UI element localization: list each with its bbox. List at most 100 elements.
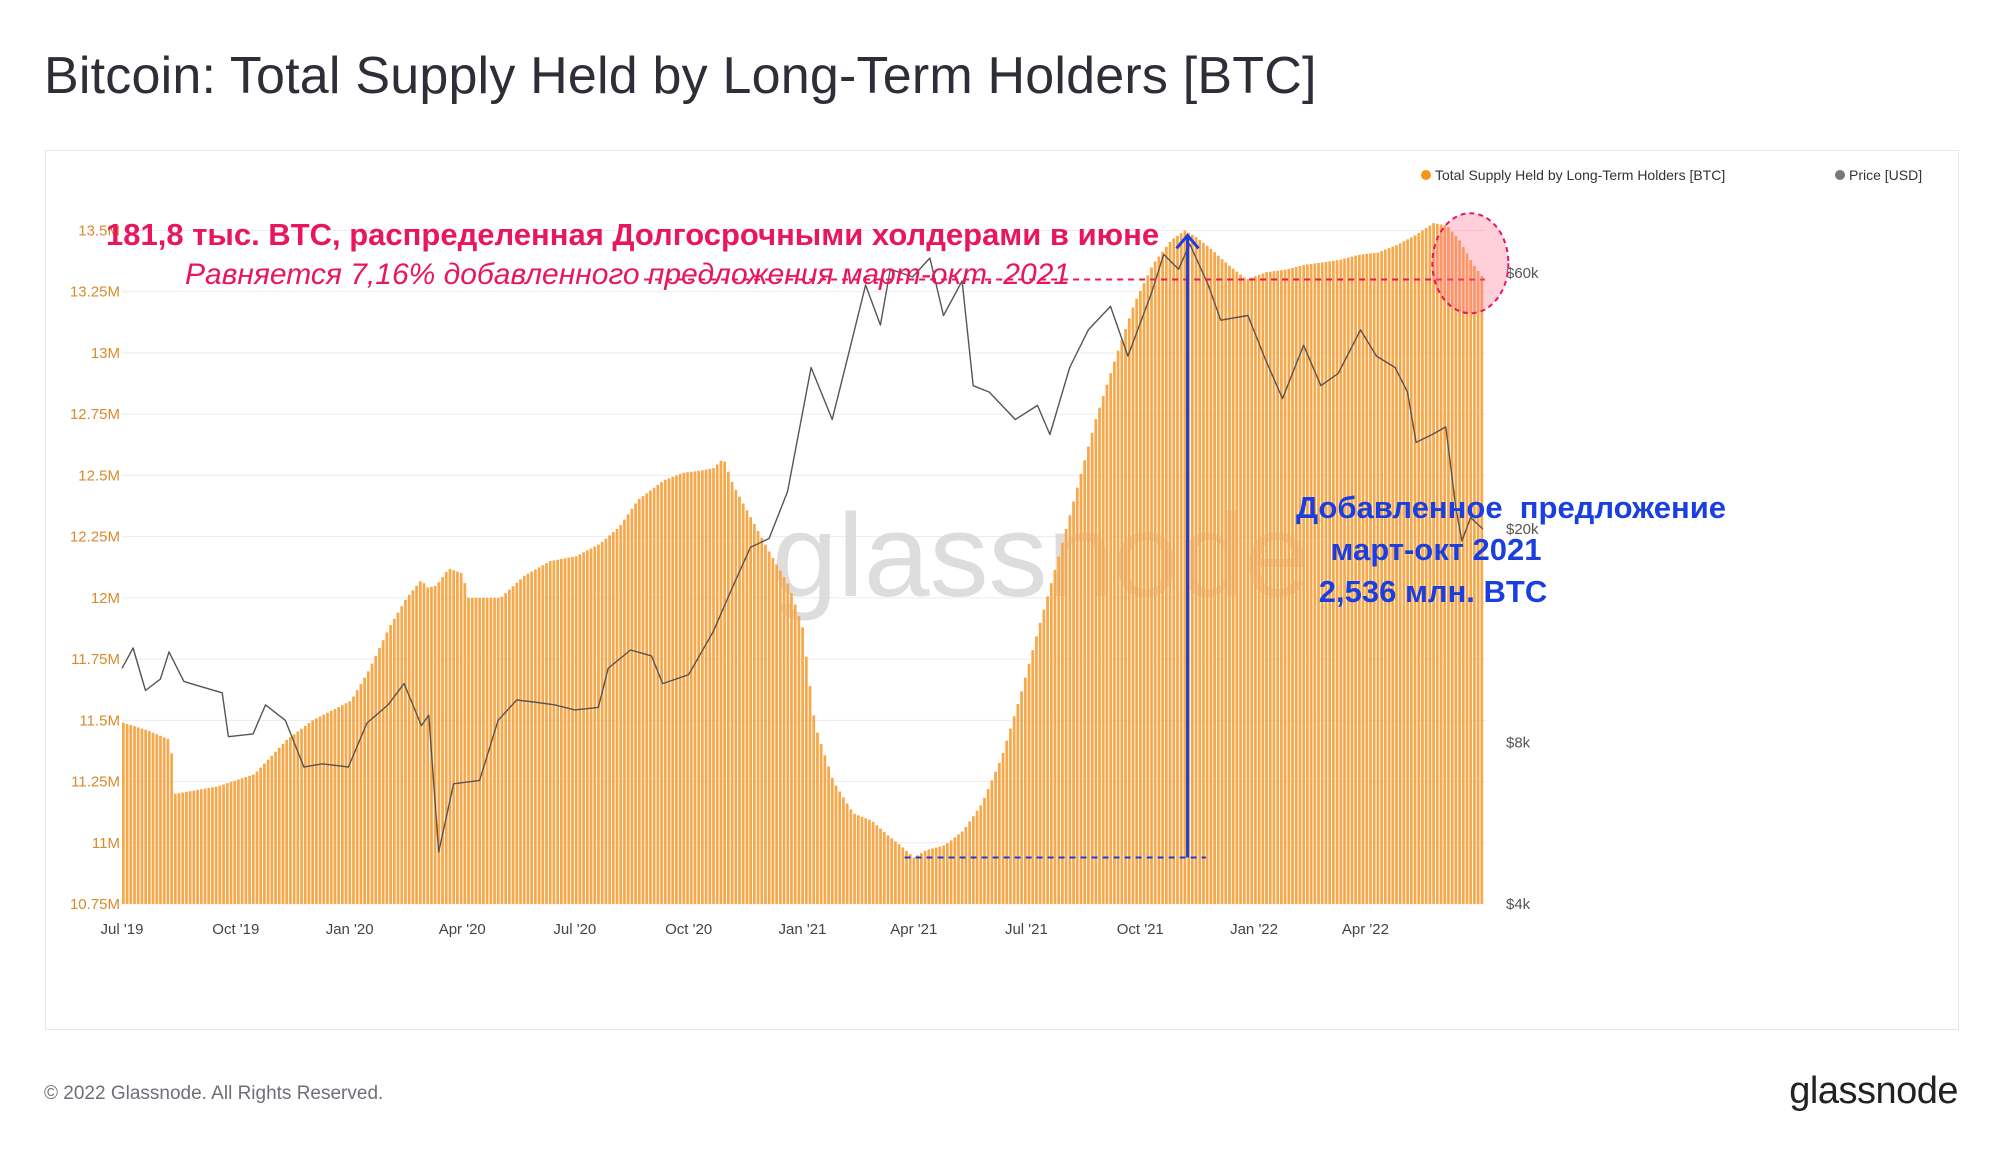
supply-bar xyxy=(485,597,489,904)
supply-bar xyxy=(1428,225,1432,905)
supply-bar xyxy=(934,847,938,904)
supply-bar xyxy=(1127,318,1131,904)
supply-bar xyxy=(775,564,778,904)
supply-bar xyxy=(727,471,730,904)
supply-bar xyxy=(741,503,745,904)
supply-bar xyxy=(522,575,526,904)
supply-bar xyxy=(771,558,775,904)
supply-bar xyxy=(1383,249,1387,905)
supply-bar xyxy=(701,470,704,904)
supply-bar xyxy=(675,475,678,904)
supply-bar xyxy=(1023,677,1027,904)
supply-bar xyxy=(1317,262,1320,905)
legend[interactable]: Total Supply Held by Long-Term Holders [… xyxy=(1421,167,1922,183)
supply-bar xyxy=(559,559,563,904)
supply-bar xyxy=(1179,233,1183,904)
supply-bar xyxy=(767,551,771,904)
y-right-tick-label: $20k xyxy=(1506,521,1539,538)
supply-bar xyxy=(1190,234,1194,904)
supply-bar xyxy=(1142,283,1146,904)
supply-bar xyxy=(1294,266,1298,904)
supply-bar xyxy=(637,498,641,904)
supply-bar xyxy=(1343,258,1346,904)
legend-label-supply[interactable]: Total Supply Held by Long-Term Holders [… xyxy=(1435,167,1725,183)
supply-bar xyxy=(1250,277,1254,904)
supply-bar xyxy=(1291,267,1294,905)
supply-bar xyxy=(597,544,600,904)
supply-bar xyxy=(816,732,819,904)
supply-bar xyxy=(1413,235,1417,904)
supply-bar xyxy=(489,597,493,904)
supply-bar xyxy=(663,479,667,904)
supply-bar xyxy=(730,481,734,904)
supply-bar xyxy=(281,743,285,904)
supply-bar xyxy=(927,849,931,904)
chart-panel: glassnode 10.75M 11M 11.25M 11.5M 11.75M 12M 1… xyxy=(45,150,1959,1030)
supply-bar xyxy=(426,587,430,904)
annotation-blue-arrowhead xyxy=(1175,233,1200,250)
supply-bar xyxy=(953,837,957,904)
supply-bar xyxy=(1012,716,1016,904)
x-tick-label: Apr '22 xyxy=(1342,921,1389,938)
supply-bar xyxy=(463,583,467,904)
supply-bar xyxy=(626,514,630,904)
supply-bar xyxy=(712,468,715,904)
supply-bar xyxy=(1287,268,1291,904)
supply-bar xyxy=(756,530,760,904)
supply-bar xyxy=(938,846,942,904)
supply-bar xyxy=(170,753,173,904)
supply-bar xyxy=(997,762,1001,904)
supply-bar xyxy=(704,469,708,904)
supply-bar xyxy=(1398,243,1402,905)
supply-bar xyxy=(619,525,623,904)
supply-bar xyxy=(1268,271,1272,904)
legend-label-price[interactable]: Price [USD] xyxy=(1849,167,1922,183)
supply-bar xyxy=(897,844,901,904)
supply-bar xyxy=(797,615,801,904)
supply-bar xyxy=(140,728,144,904)
supply-bar xyxy=(567,557,571,904)
supply-bar xyxy=(218,785,222,904)
supply-bar xyxy=(641,496,645,904)
supply-bar xyxy=(611,532,615,904)
supply-bar xyxy=(1153,261,1157,904)
supply-bar xyxy=(1417,232,1421,904)
supply-bar xyxy=(1113,361,1116,904)
supply-bar xyxy=(801,627,804,904)
supply-bar xyxy=(875,825,879,904)
y-left-tick-label: 10.75M xyxy=(70,896,120,913)
supply-bar xyxy=(760,537,764,904)
supply-bar xyxy=(270,755,274,904)
supply-bar xyxy=(1168,241,1172,905)
y-left-tick-label: 13M xyxy=(91,345,120,362)
supply-bar xyxy=(945,843,949,904)
supply-bar xyxy=(229,781,233,904)
supply-bar xyxy=(1105,384,1109,904)
annotation-red-subtitle: Равняется 7,16% добавленного предложения… xyxy=(185,258,1070,291)
supply-bar xyxy=(1246,279,1250,904)
supply-bar xyxy=(1473,265,1476,904)
supply-bar xyxy=(192,790,196,904)
supply-bar xyxy=(1283,269,1287,904)
supply-bar xyxy=(444,571,448,904)
supply-bar xyxy=(378,647,381,904)
supply-bar xyxy=(649,490,652,904)
supply-bar xyxy=(1469,260,1473,904)
supply-bar xyxy=(634,503,637,904)
y-left-tick-label: 13.5M xyxy=(78,222,120,239)
supply-bar xyxy=(292,734,296,904)
supply-bar xyxy=(552,560,556,904)
supply-bar xyxy=(159,735,162,904)
supply-bar xyxy=(404,599,407,904)
y-left-tick-label: 11M xyxy=(92,835,120,852)
supply-bar xyxy=(1242,277,1246,904)
supply-bar xyxy=(1357,254,1361,904)
glassnode-logo[interactable]: glassnode xyxy=(1789,1070,1958,1112)
supply-bar xyxy=(144,729,147,904)
x-tick-label: Jan '20 xyxy=(326,921,374,938)
supply-bar xyxy=(693,471,697,904)
supply-bar xyxy=(459,572,463,904)
supply-bar xyxy=(181,792,185,904)
supply-bar xyxy=(456,571,459,904)
supply-bar xyxy=(296,731,300,904)
